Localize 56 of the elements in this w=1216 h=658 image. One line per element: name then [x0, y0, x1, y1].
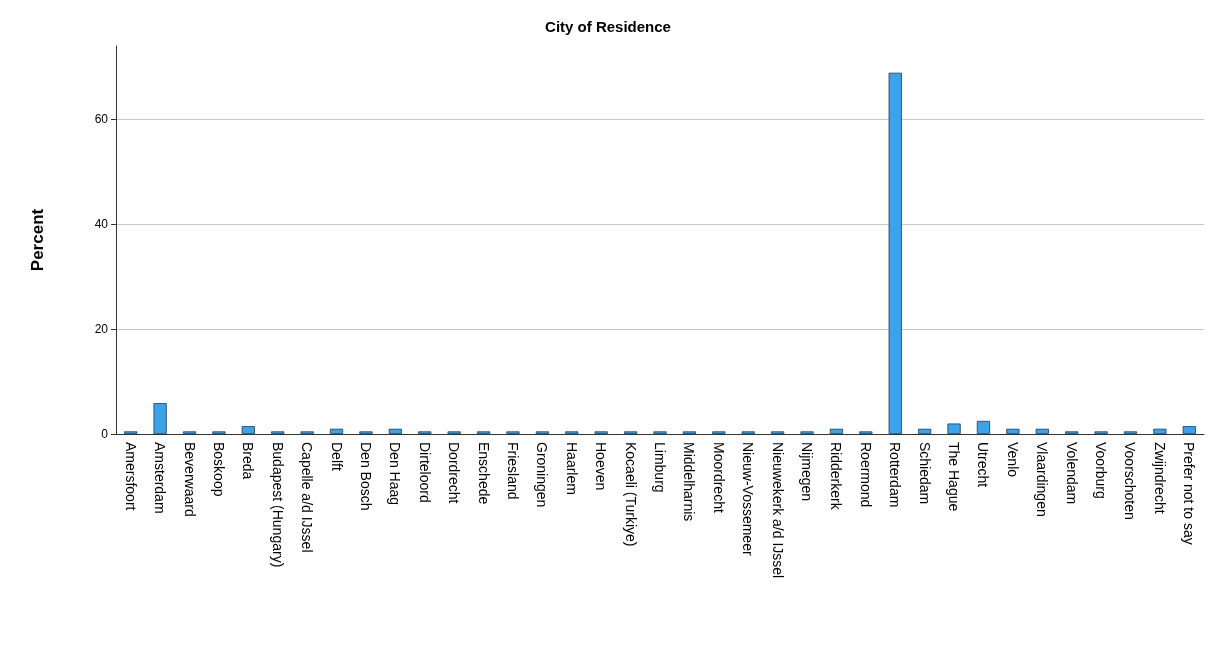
x-tick-label: Breda [240, 442, 257, 480]
x-tick-label: Rotterdam [887, 442, 904, 508]
x-tick-label: Venlo [1004, 442, 1021, 478]
bar [947, 423, 961, 434]
x-tick-label: Enschede [475, 442, 492, 505]
x-tick-label: Moordrecht [710, 442, 727, 513]
x-tick-label: Friesland [504, 442, 521, 500]
x-tick-label: Budapest (Hungary) [269, 442, 286, 568]
x-tick-label: Nieuw-Vossemeer [740, 442, 757, 556]
x-tick-label: Dordrecht [446, 442, 463, 504]
x-tick-label: Den Haag [387, 442, 404, 506]
x-tick-label: Roermond [857, 442, 874, 508]
x-tick-label: Voorburg [1093, 442, 1110, 499]
bar [329, 428, 344, 434]
x-tick-label: Beverwaard [181, 442, 198, 517]
x-tick-label: Middelharnis [681, 442, 698, 522]
x-tick-label: Den Bosch [357, 442, 374, 511]
x-tick-label: Vlaardingen [1034, 442, 1051, 517]
chart-title: City of Residence [545, 18, 671, 35]
x-tick-label: Limburg [652, 442, 668, 493]
x-tick-label: Prefer not to say [1181, 442, 1198, 545]
bar [1153, 428, 1167, 434]
x-tick-label: The Hague [946, 442, 963, 512]
bar [918, 428, 932, 434]
y-tick-label: 20 [94, 322, 109, 337]
x-tick-label: Haarlem [563, 442, 580, 495]
y-tick-label: 60 [94, 112, 109, 127]
x-tick-label: Nieuwekerk a/d IJssel [769, 442, 786, 579]
bar [388, 428, 402, 434]
x-tick-label: Ridderkerk [828, 442, 845, 511]
x-tick-label: Dirteloord [416, 442, 433, 503]
x-tick-label: Volendam [1063, 442, 1080, 505]
x-tick-label: Voorschoten [1122, 442, 1139, 520]
x-tick-label: Zwijndrecht [1151, 442, 1168, 514]
bar [1035, 428, 1049, 434]
bar [829, 428, 844, 434]
x-tick-label: Groningen [534, 442, 551, 508]
x-tick-label: Nijmegen [799, 442, 816, 502]
x-tick-label: Hoeven [593, 442, 610, 491]
bar [976, 420, 991, 434]
bar [153, 403, 167, 434]
bar [1182, 426, 1196, 434]
y-tick-label: 40 [94, 217, 109, 232]
x-tick-label: Amersfoort [122, 442, 139, 511]
y-tick-label: 0 [101, 427, 109, 441]
bar [888, 72, 902, 434]
x-tick-label: Boskoop [210, 442, 227, 497]
x-tick-label: Capelle a/d IJssel [299, 442, 316, 553]
x-tick-label: Kocaeli (Turkiye) [622, 442, 639, 547]
x-tick-label: Amsterdam [152, 442, 169, 514]
bar [241, 426, 255, 434]
x-tick-label: Schiedam [916, 442, 933, 505]
x-tick-label: Utrecht [975, 442, 992, 488]
y-axis-title: Percent [28, 208, 47, 272]
bar [1006, 428, 1020, 434]
x-tick-label: Delft [328, 442, 345, 471]
